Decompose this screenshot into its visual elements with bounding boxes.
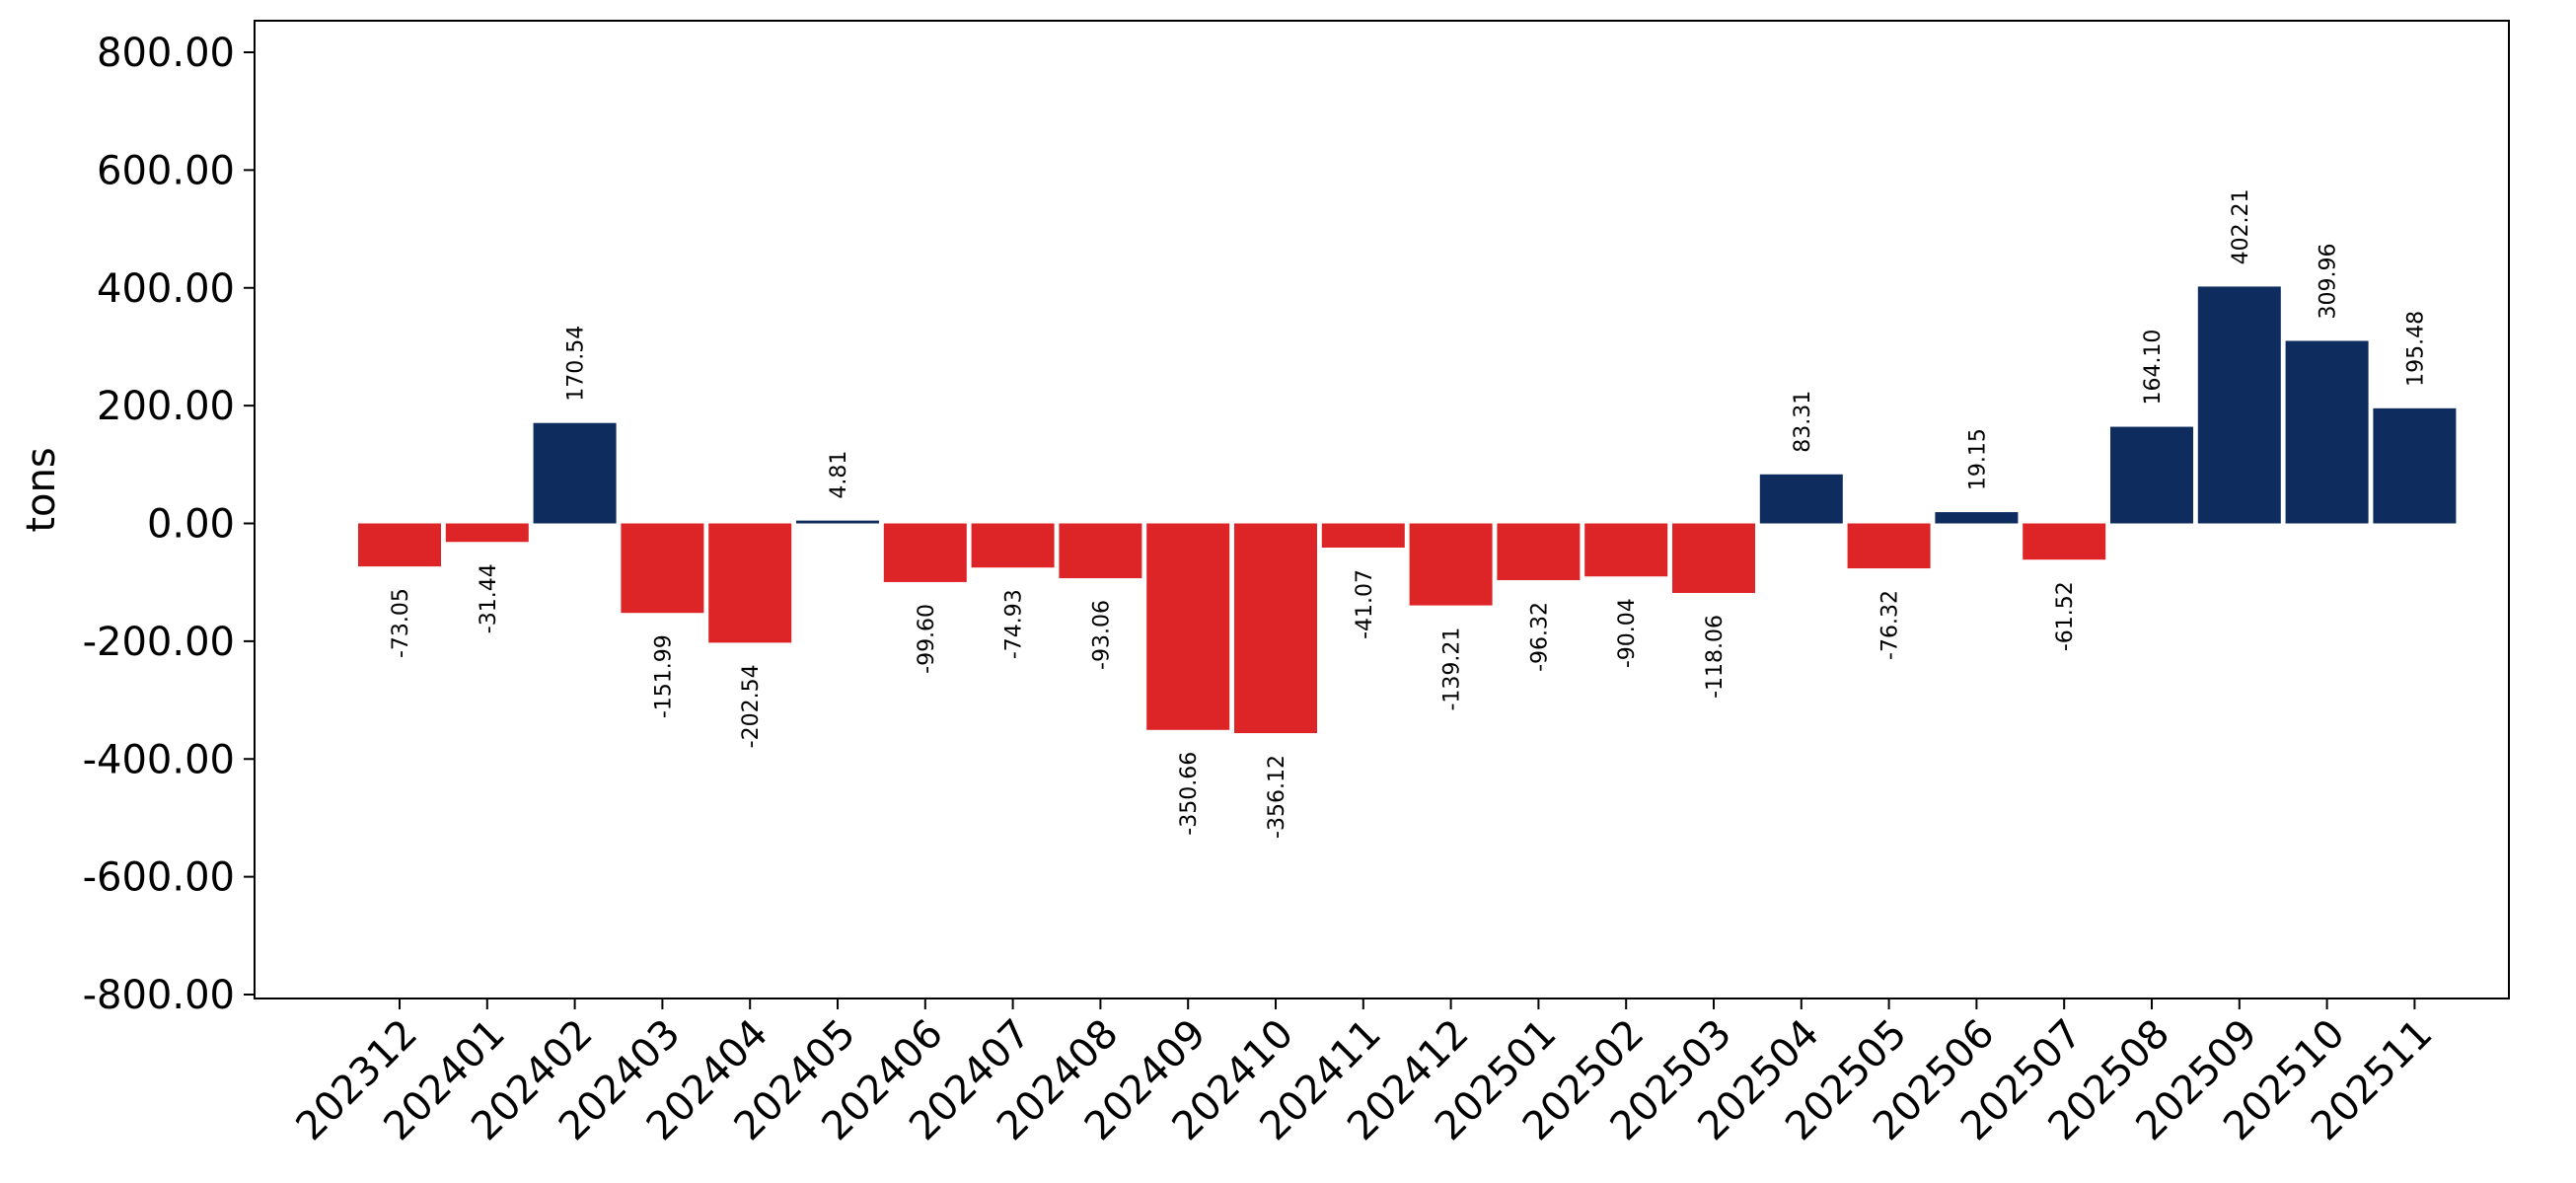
y-tick-label: 600.00 <box>97 148 235 193</box>
plot-frame <box>254 20 2510 999</box>
value-label-202407: -74.93 <box>1002 589 1027 659</box>
value-label-202505: -76.32 <box>1878 590 1903 660</box>
bar-202508 <box>2110 426 2193 524</box>
value-label-202511: 195.48 <box>2403 311 2428 387</box>
y-tick-label: -800.00 <box>83 973 235 1018</box>
value-label-202403: -151.99 <box>651 634 676 718</box>
value-label-202507: -61.52 <box>2053 581 2078 651</box>
value-label-202404: -202.54 <box>739 664 764 748</box>
value-label-202406: -99.60 <box>915 604 939 674</box>
bar-202504 <box>1759 474 1843 524</box>
bar-202403 <box>621 523 704 614</box>
value-label-202501: -96.32 <box>1527 602 1552 672</box>
bar-202409 <box>1146 523 1230 730</box>
bar-202501 <box>1497 523 1581 580</box>
bar-202408 <box>1059 523 1142 579</box>
bar-202503 <box>1672 523 1755 593</box>
value-label-202506: 19.15 <box>1965 428 1990 490</box>
bar-202509 <box>2197 286 2281 524</box>
y-tick-label: 200.00 <box>97 384 235 429</box>
value-label-202408: -93.06 <box>1089 600 1114 670</box>
bar-202406 <box>883 523 967 582</box>
value-label-202405: 4.81 <box>827 451 851 499</box>
bar-202401 <box>445 523 529 543</box>
value-label-202402: 170.54 <box>564 326 589 402</box>
y-axis-ticks: -800.00 -600.00 -400.00 -200.00 0.00 200.00 40… <box>83 31 255 1018</box>
bar-202407 <box>971 523 1055 568</box>
bar-202405 <box>796 520 879 524</box>
y-tick-label: 800.00 <box>97 31 235 76</box>
bar-202312 <box>358 523 441 567</box>
y-tick-label: -400.00 <box>83 737 235 782</box>
data-labels: -73.05 -31.44 170.54 -151.99 -202.54 4.81 -99.… <box>389 188 2428 839</box>
value-label-202510: 309.96 <box>2317 244 2341 320</box>
value-label-202508: 164.10 <box>2141 330 2166 406</box>
bar-202410 <box>1234 523 1317 734</box>
bar-202511 <box>2373 407 2457 524</box>
value-label-202412: -139.21 <box>1440 628 1465 711</box>
bar-202506 <box>1935 512 2019 524</box>
y-tick-label: 400.00 <box>97 266 235 312</box>
y-tick-label: -600.00 <box>83 855 235 901</box>
value-label-202411: -41.07 <box>1353 569 1377 639</box>
bar-202404 <box>708 523 792 643</box>
bar-202412 <box>1409 523 1493 606</box>
value-label-202503: -118.06 <box>1703 615 1728 699</box>
bar-202505 <box>1847 523 1931 569</box>
bar-202502 <box>1584 523 1668 577</box>
value-label-202509: 402.21 <box>2229 188 2253 264</box>
bar-202510 <box>2285 340 2369 524</box>
bar-202411 <box>1321 523 1405 549</box>
y-tick-label: 0.00 <box>147 502 235 548</box>
y-axis-title: tons <box>19 447 64 532</box>
x-axis-ticks: 2023122024012024022024032024042024052024… <box>288 998 2441 1149</box>
bars <box>358 286 2457 734</box>
bar-202507 <box>2023 523 2106 560</box>
y-tick-label: -200.00 <box>83 620 235 665</box>
value-label-202401: -31.44 <box>477 563 501 633</box>
value-label-202409: -350.66 <box>1177 752 1202 836</box>
value-label-202502: -90.04 <box>1615 598 1640 668</box>
value-label-202312: -73.05 <box>389 588 413 658</box>
value-label-202504: 83.31 <box>1791 391 1815 453</box>
bar-202402 <box>533 422 617 524</box>
value-label-202410: -356.12 <box>1265 755 1289 839</box>
